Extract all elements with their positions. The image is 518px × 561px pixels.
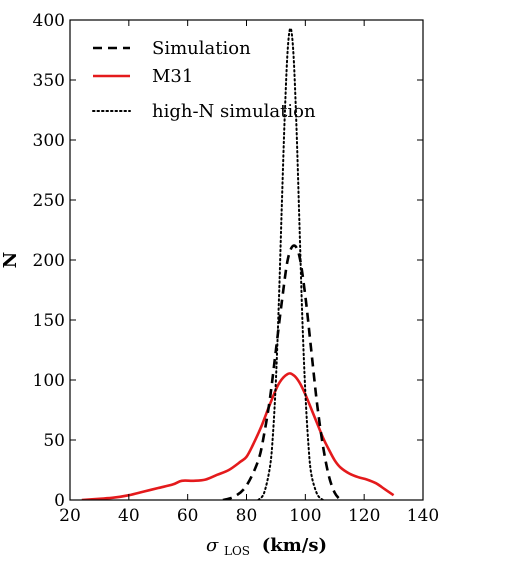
legend-label-0: Simulation xyxy=(152,38,251,59)
series-line-2 xyxy=(257,27,324,500)
y-tick-labels: 0 50 100 150 200 250 300 350 400 xyxy=(33,11,65,511)
x-tick-label: 80 xyxy=(236,506,258,526)
x-tick-label: 40 xyxy=(118,506,140,526)
y-axis-label: N xyxy=(0,252,21,268)
x-axis-label-units: (km/s) xyxy=(262,535,327,556)
x-tick-labels: 20 40 60 80 100 120 140 xyxy=(59,506,439,526)
x-tick-label: 120 xyxy=(348,506,380,526)
y-tick-label: 50 xyxy=(43,431,65,451)
y-tick-label: 0 xyxy=(54,491,65,511)
axis-ticks xyxy=(69,19,424,501)
x-tick-label: 60 xyxy=(177,506,199,526)
y-tick-label: 100 xyxy=(33,371,65,391)
y-tick-label: 350 xyxy=(33,71,65,91)
legend-label-2: high-N simulation xyxy=(152,101,316,122)
series-line-1 xyxy=(81,372,395,500)
plot-lines xyxy=(81,27,395,500)
legend-label-1: M31 xyxy=(152,66,193,87)
y-tick-label: 300 xyxy=(33,131,65,151)
x-axis-label-symbol: σ xyxy=(206,535,219,556)
x-tick-label: 20 xyxy=(59,506,81,526)
y-tick-label: 150 xyxy=(33,311,65,331)
plot-frame xyxy=(69,19,424,501)
y-tick-label: 250 xyxy=(33,191,65,211)
y-tick-label: 200 xyxy=(33,251,65,271)
x-tick-label: 140 xyxy=(407,506,439,526)
y-tick-label: 400 xyxy=(33,11,65,31)
legend: Simulation M31 high-N simulation xyxy=(92,38,316,122)
x-axis-label: σ LOS (km/s) xyxy=(206,535,327,560)
x-axis-label-subscript: LOS xyxy=(224,544,250,558)
series-line-0 xyxy=(222,244,342,500)
x-tick-label: 100 xyxy=(289,506,321,526)
